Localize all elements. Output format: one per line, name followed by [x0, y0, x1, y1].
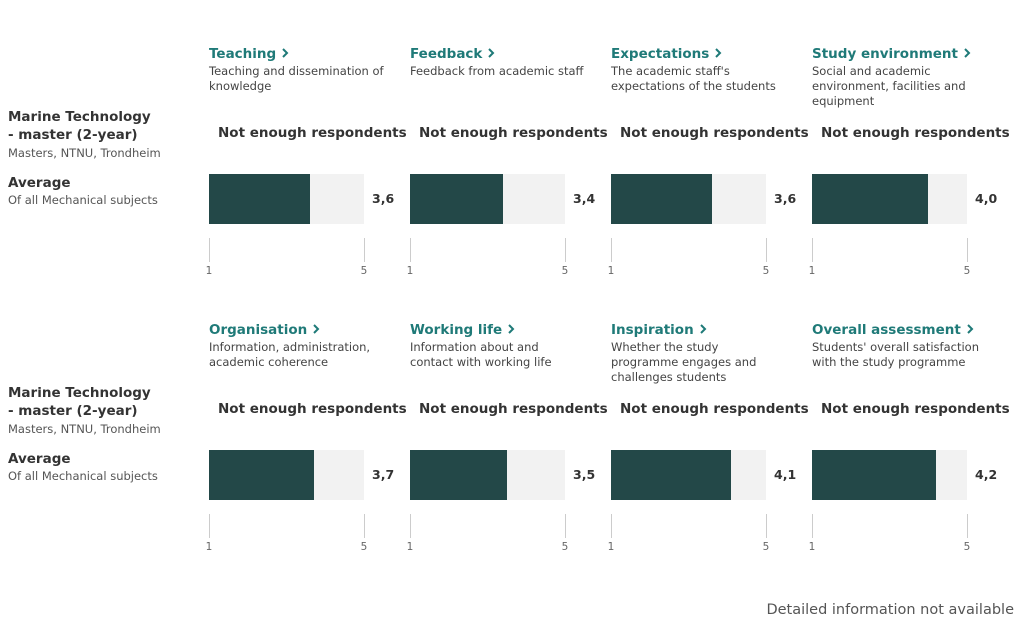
average-bar — [611, 174, 712, 224]
axis-tick-label: 5 — [963, 541, 971, 553]
axis-tick — [209, 514, 210, 538]
card-description: Social and academic environment, facilit… — [812, 64, 966, 108]
axis-tick — [611, 514, 612, 538]
value-label: 3,7 — [372, 467, 395, 482]
axis-tick-label: 1 — [808, 541, 816, 553]
card-title-link[interactable]: Overall assessment — [812, 322, 975, 338]
card-title-link[interactable]: Inspiration — [611, 322, 708, 338]
card-description: Whether the study programme engages and … — [611, 340, 757, 384]
average-title: Average — [8, 451, 71, 467]
value-label: 4,1 — [774, 467, 797, 482]
average-bar — [812, 174, 929, 224]
axis-tick — [209, 238, 210, 262]
value-label: 4,2 — [975, 467, 998, 482]
average-bar — [410, 450, 507, 500]
chevron-icon — [964, 48, 971, 58]
chevron-icon — [715, 48, 722, 58]
axis-tick-label: 5 — [561, 265, 569, 277]
no-data-message: Not enough respondents — [218, 401, 407, 417]
no-data-message: Not enough respondents — [218, 125, 407, 141]
axis-tick-label: 5 — [360, 265, 368, 277]
chevron-icon — [488, 48, 495, 58]
card-title-link[interactable]: Organisation — [209, 322, 321, 338]
chevron-icon — [699, 324, 707, 334]
chevron-icon — [313, 324, 320, 334]
chevron-icon — [282, 48, 289, 58]
card-description: Students' overall satisfaction with the … — [812, 340, 979, 369]
axis-tick — [611, 238, 612, 262]
card-description: Feedback from academic staff — [410, 64, 584, 78]
axis-tick-label: 1 — [406, 541, 414, 553]
axis-tick-label: 5 — [360, 541, 368, 553]
footer-note: Detailed information not available — [766, 602, 1014, 618]
programme-title: Marine Technology - master (2-year) — [8, 109, 151, 143]
value-label: 3,6 — [372, 191, 395, 206]
no-data-message: Not enough respondents — [419, 125, 608, 141]
axis-tick — [565, 238, 566, 262]
card-description: Information about and contact with worki… — [410, 340, 552, 369]
value-label: 3,4 — [573, 191, 596, 206]
axis-tick-label: 1 — [205, 265, 213, 277]
average-bar — [209, 450, 314, 500]
no-data-message: Not enough respondents — [620, 401, 809, 417]
average-bar — [611, 450, 732, 500]
card-description: Information, administration, academic co… — [209, 340, 371, 369]
axis-tick — [812, 238, 813, 262]
axis-tick-label: 5 — [762, 541, 770, 553]
card-description: The academic staff's expectations of the… — [611, 64, 776, 93]
axis-tick-label: 1 — [205, 541, 213, 553]
card-title-link[interactable]: Expectations — [611, 46, 723, 62]
axis-tick — [766, 514, 767, 538]
axis-tick-label: 1 — [607, 541, 615, 553]
axis-tick — [967, 238, 968, 262]
programme-subtitle: Masters, NTNU, Trondheim — [8, 422, 161, 436]
axis-tick — [812, 514, 813, 538]
axis-tick — [410, 238, 411, 262]
value-label: 3,5 — [573, 467, 596, 482]
axis-tick-label: 5 — [561, 541, 569, 553]
card-title-link[interactable]: Feedback — [410, 46, 496, 62]
axis-tick — [410, 514, 411, 538]
axis-tick-label: 1 — [406, 265, 414, 277]
axis-tick — [565, 514, 566, 538]
axis-tick-label: 5 — [762, 265, 770, 277]
value-label: 3,6 — [774, 191, 797, 206]
average-bar — [812, 450, 936, 500]
axis-tick — [766, 238, 767, 262]
chevron-icon — [508, 324, 515, 334]
card-title-link[interactable]: Teaching — [209, 46, 290, 62]
card-title-link[interactable]: Study environment — [812, 46, 972, 62]
average-subtitle: Of all Mechanical subjects — [8, 469, 158, 483]
card-description: Teaching and dissemination of knowledge — [209, 64, 384, 93]
average-title: Average — [8, 175, 71, 191]
axis-tick — [364, 238, 365, 262]
axis-tick-label: 5 — [963, 265, 971, 277]
programme-subtitle: Masters, NTNU, Trondheim — [8, 146, 161, 160]
chevron-icon — [967, 324, 974, 334]
no-data-message: Not enough respondents — [821, 401, 1010, 417]
programme-title: Marine Technology - master (2-year) — [8, 385, 151, 419]
axis-tick — [364, 514, 365, 538]
axis-tick-label: 1 — [808, 265, 816, 277]
no-data-message: Not enough respondents — [419, 401, 608, 417]
average-bar — [209, 174, 310, 224]
no-data-message: Not enough respondents — [620, 125, 809, 141]
card-title-link[interactable]: Working life — [410, 322, 516, 338]
average-subtitle: Of all Mechanical subjects — [8, 193, 158, 207]
axis-tick — [967, 514, 968, 538]
no-data-message: Not enough respondents — [821, 125, 1010, 141]
axis-tick-label: 1 — [607, 265, 615, 277]
average-bar — [410, 174, 503, 224]
value-label: 4,0 — [975, 191, 998, 206]
